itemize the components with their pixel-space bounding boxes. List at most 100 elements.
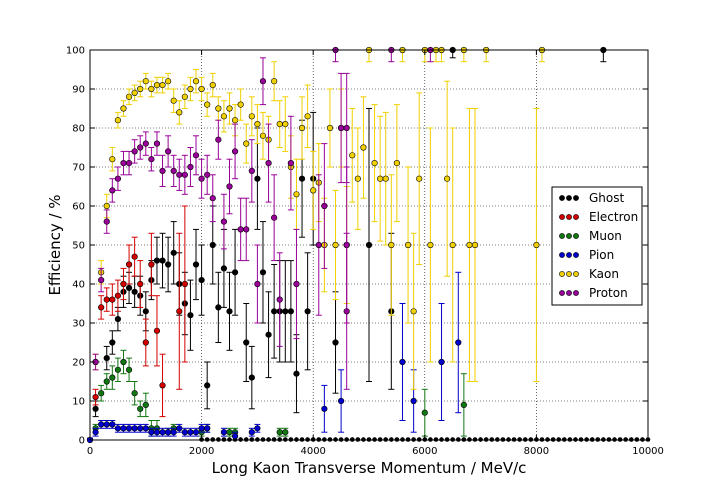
series-pion <box>86 271 462 444</box>
data-point <box>148 85 155 93</box>
legend-item-kaon: Kaon <box>559 267 619 281</box>
data-point <box>187 163 194 171</box>
data-point <box>209 241 216 249</box>
data-point <box>215 105 222 112</box>
data-point <box>371 160 378 167</box>
data-point <box>271 78 278 85</box>
data-point <box>159 382 166 389</box>
data-point <box>237 101 244 108</box>
data-point <box>460 401 467 409</box>
data-point <box>276 296 283 303</box>
data-point <box>131 425 138 432</box>
data-point <box>98 390 105 397</box>
data-point <box>365 241 373 249</box>
data-point <box>293 280 300 288</box>
data-point <box>176 109 183 116</box>
data-point <box>231 269 239 276</box>
legend-item-electron: Electron <box>559 210 638 224</box>
x-tick-label: 10000 <box>632 446 664 457</box>
data-point <box>148 156 155 163</box>
data-point <box>114 175 121 182</box>
data-point <box>187 85 194 93</box>
data-point <box>449 241 456 249</box>
data-point <box>120 280 127 288</box>
legend-label: Electron <box>589 210 638 224</box>
data-point <box>298 124 306 132</box>
y-tick-label: 60 <box>72 202 85 213</box>
data-point <box>254 175 261 182</box>
legend-item-ghost: Ghost <box>559 191 624 205</box>
data-point <box>298 175 306 182</box>
data-point <box>131 253 138 260</box>
data-point <box>444 175 451 182</box>
data-point <box>103 355 110 362</box>
data-point <box>170 429 177 436</box>
data-point <box>103 378 110 385</box>
data-point <box>204 101 211 108</box>
data-point <box>114 366 121 373</box>
data-point <box>159 167 166 174</box>
data-point <box>377 175 384 182</box>
data-point <box>259 132 267 139</box>
data-point <box>421 409 428 416</box>
data-point <box>92 429 99 436</box>
data-point <box>293 191 300 198</box>
legend-marker <box>566 271 572 277</box>
data-point <box>92 405 99 412</box>
data-point <box>170 249 177 256</box>
data-point <box>192 152 200 159</box>
data-point <box>109 156 116 163</box>
data-point <box>137 85 144 93</box>
data-point <box>125 93 133 100</box>
y-tick-label: 30 <box>72 319 85 330</box>
data-point <box>204 382 211 389</box>
data-point <box>125 160 133 167</box>
data-point <box>220 113 228 120</box>
data-point <box>125 261 133 268</box>
axis-ticks: 0 2000 4000 6000 8000 10000 0 10 20 30 40 50 60 70 80 9… <box>66 46 664 458</box>
data-point <box>170 167 177 174</box>
data-point <box>226 183 233 190</box>
data-point <box>410 308 417 315</box>
x-tick-label: 8000 <box>524 446 549 457</box>
data-point <box>198 277 205 284</box>
data-point <box>304 308 311 315</box>
data-point <box>220 265 228 272</box>
data-point <box>410 397 417 405</box>
data-point <box>360 144 367 151</box>
data-point <box>192 78 200 85</box>
data-point <box>471 241 479 249</box>
data-point <box>248 429 255 436</box>
x-axis-label: Long Kaon Transverse Momentum / MeV/c <box>212 459 527 477</box>
data-point <box>259 78 267 85</box>
data-point <box>103 218 110 225</box>
legend-marker <box>559 233 565 239</box>
data-point <box>231 148 239 155</box>
y-axis-label: Efficiency / % <box>46 194 64 295</box>
data-point <box>131 288 138 295</box>
legend-box <box>551 186 643 306</box>
data-point <box>304 113 311 120</box>
data-point <box>98 277 105 284</box>
data-point <box>220 429 228 436</box>
legend-marker <box>573 233 579 239</box>
legend-label: Pion <box>589 248 614 262</box>
series-kaon <box>92 46 546 390</box>
data-point <box>103 202 110 210</box>
data-point <box>120 105 127 112</box>
data-point <box>103 296 110 303</box>
data-point <box>287 308 294 315</box>
data-point <box>282 429 289 436</box>
data-point <box>282 308 289 315</box>
data-point <box>265 331 272 338</box>
data-point <box>142 308 149 315</box>
data-point <box>209 81 216 89</box>
data-point <box>254 280 261 288</box>
y-tick-label: 0 <box>79 436 85 447</box>
data-point <box>114 316 121 323</box>
y-tick-label: 10 <box>72 397 85 408</box>
y-tick-label: 50 <box>72 241 85 252</box>
data-point <box>165 148 172 155</box>
data-point <box>404 241 412 249</box>
data-point <box>231 433 239 440</box>
